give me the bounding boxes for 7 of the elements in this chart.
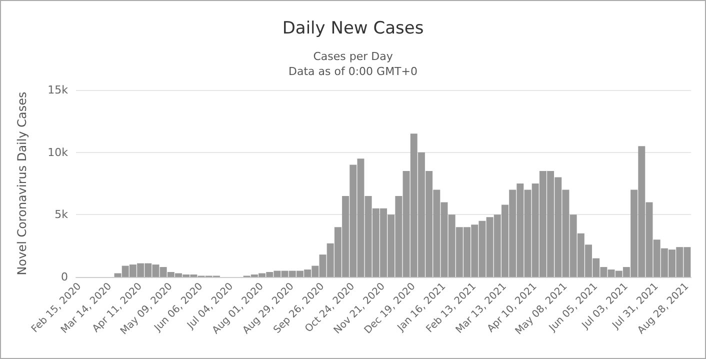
chart-title: Daily New Cases [282,18,424,38]
chart-subtitle: Cases per Day Data as of 0:00 GMT+0 [288,50,418,78]
y-tick-label: 15k [48,84,69,96]
y-axis-title: Novel Coronavirus Daily Cases [15,92,29,276]
y-tick-label: 10k [48,146,69,159]
y-tick-label: 0 [61,270,68,284]
y-tick-label: 5k [54,208,69,222]
